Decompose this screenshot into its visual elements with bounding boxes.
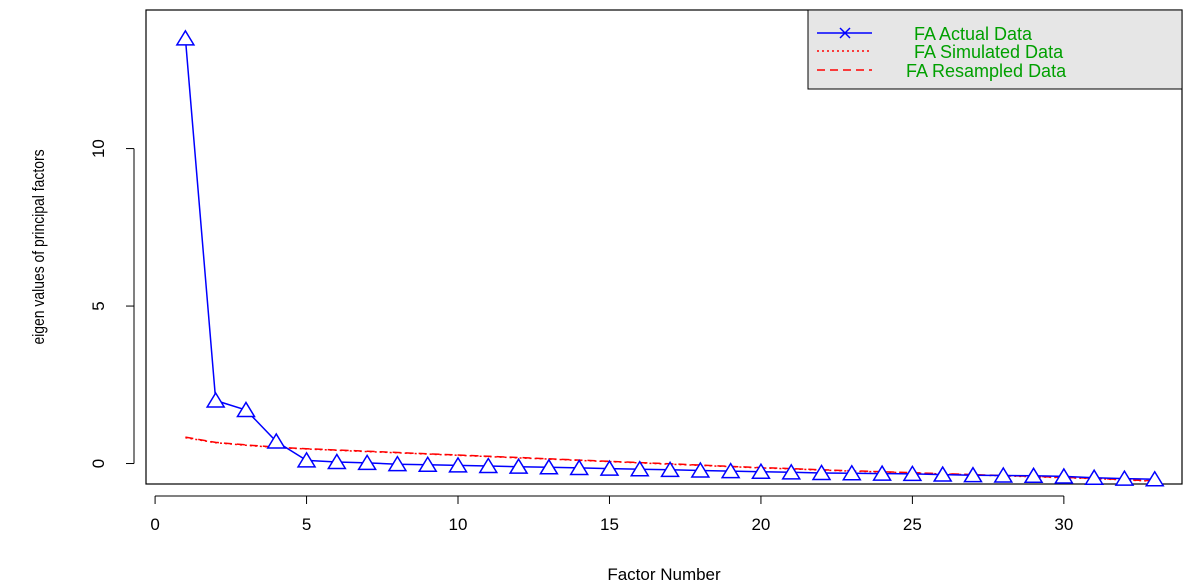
data-point-triangle xyxy=(932,465,953,482)
data-point-triangle xyxy=(660,460,680,478)
data-point-triangle xyxy=(781,463,802,480)
data-point-triangle xyxy=(205,391,226,408)
data-point-triangle xyxy=(751,462,771,479)
x-axis: 0 5 10 15 20 25 30 xyxy=(150,495,1073,534)
legend-entry-resampled: FA Resampled Data xyxy=(817,61,1067,81)
data-point-triangle xyxy=(1144,470,1165,487)
data-point-triangle xyxy=(811,464,832,481)
data-point-triangle xyxy=(357,453,377,471)
legend-cross-icon xyxy=(839,27,851,39)
data-point-triangle xyxy=(478,457,499,474)
x-tick-label: 20 xyxy=(751,515,770,534)
data-point-triangle xyxy=(963,466,983,483)
x-tick-label: 0 xyxy=(150,515,159,534)
y-tick-label: 0 xyxy=(89,459,108,468)
y-tick-label: 10 xyxy=(89,139,108,158)
x-tick-label: 30 xyxy=(1054,515,1073,534)
data-point-triangle xyxy=(539,458,559,475)
data-point-triangle xyxy=(175,29,196,46)
plot-frame xyxy=(145,9,1183,485)
x-tick-label: 25 xyxy=(903,515,922,534)
data-point-triangle xyxy=(387,455,408,472)
data-point-triangle xyxy=(448,456,468,473)
x-tick-label: 15 xyxy=(600,515,619,534)
data-point-triangle xyxy=(296,451,317,468)
data-point-triangle xyxy=(1054,467,1074,484)
data-point-triangle xyxy=(1023,466,1044,484)
data-point-triangle xyxy=(629,460,650,477)
data-point-triangle xyxy=(720,462,741,479)
y-axis: 0 5 10 xyxy=(89,139,135,468)
data-point-triangle xyxy=(327,453,347,470)
data-point-triangle xyxy=(993,466,1014,483)
x-axis-label: Factor Number xyxy=(607,565,721,584)
data-point-triangle xyxy=(841,464,862,481)
data-point-triangle xyxy=(902,464,923,482)
data-point-triangle xyxy=(569,458,590,476)
legend-label-simulated: FA Simulated Data xyxy=(914,42,1064,62)
data-point-triangle xyxy=(599,459,620,476)
data-point-triangle xyxy=(508,457,529,474)
data-point-triangle xyxy=(417,455,438,473)
series-line-solid xyxy=(184,38,1155,481)
data-point-triangle xyxy=(266,432,287,449)
series-layer xyxy=(175,29,1165,487)
legend: FA Actual Data FA Simulated Data FA Resa… xyxy=(807,9,1183,90)
y-tick-label: 5 xyxy=(89,301,108,310)
data-point-triangle xyxy=(1114,469,1135,486)
data-point-triangle xyxy=(872,464,892,481)
x-tick-label: 10 xyxy=(449,515,468,534)
legend-entry-actual: FA Actual Data xyxy=(817,24,1033,44)
data-point-triangle xyxy=(1084,468,1104,485)
x-tick-label: 5 xyxy=(302,515,311,534)
data-point-triangle xyxy=(690,461,711,478)
legend-entry-simulated: FA Simulated Data xyxy=(817,42,1064,62)
y-axis-label: eigen values of principal factors xyxy=(30,149,49,344)
legend-box xyxy=(807,9,1183,90)
legend-label-actual: FA Actual Data xyxy=(914,24,1033,44)
data-point-triangle xyxy=(236,401,256,418)
legend-label-resampled: FA Resampled Data xyxy=(906,61,1067,81)
